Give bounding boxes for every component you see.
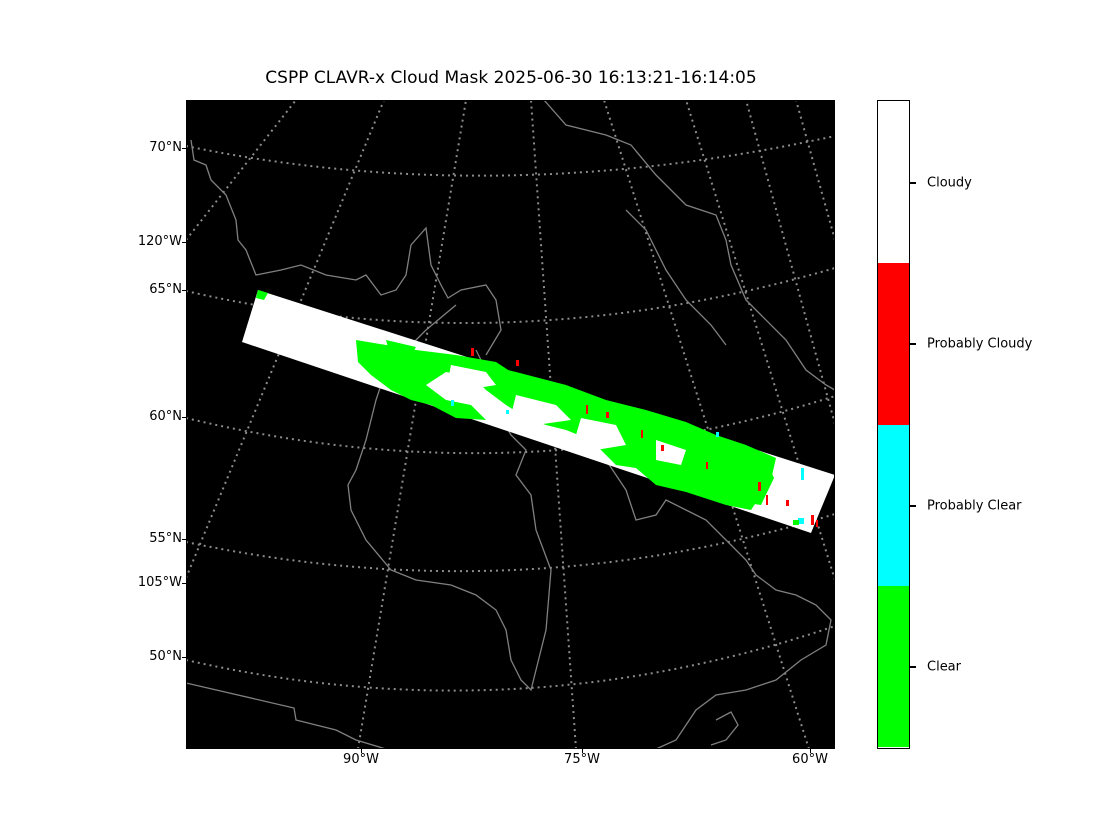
swath-clear-speck	[793, 520, 799, 525]
swath-clear-patch-c	[676, 435, 774, 505]
lat-tick	[182, 539, 186, 540]
swath-clear-patch-d	[386, 340, 416, 362]
lat-label-55: 55°N	[149, 531, 182, 546]
swath-probably-clear-flecks	[451, 400, 804, 524]
lon-tick	[182, 583, 186, 584]
colorbar-label-clear: Clear	[927, 659, 961, 675]
lat-label-70: 70°N	[149, 140, 182, 155]
swath-cloudy-island-b	[511, 395, 571, 425]
lon-tick	[182, 242, 186, 243]
gridline-lat-50	[186, 625, 835, 692]
lat-tick	[182, 148, 186, 149]
gridline-lon-h	[795, 100, 835, 241]
lon-label-90w: 90°W	[343, 752, 379, 767]
lon-tick	[582, 749, 583, 753]
colorbar-segment-probably-cloudy	[878, 263, 909, 425]
colorbar	[877, 100, 910, 749]
colorbar-tick	[910, 343, 916, 345]
lon-tick	[361, 749, 362, 753]
gridline-lon-g	[745, 100, 835, 425]
colorbar-label-probably-clear: Probably Clear	[927, 498, 1022, 514]
lat-label-65: 65°N	[149, 282, 182, 297]
colorbar-tick	[910, 182, 916, 184]
lat-tick	[182, 417, 186, 418]
map-panel	[186, 100, 835, 749]
coastlines	[186, 100, 835, 749]
map-canvas	[186, 100, 835, 749]
colorbar-segment-clear	[878, 586, 909, 747]
gridline-lat-55	[186, 513, 835, 573]
colorbar-segment-cloudy	[878, 101, 909, 263]
colorbar-label-probably-cloudy: Probably Cloudy	[927, 336, 1033, 352]
gridline-lon-a	[186, 100, 297, 241]
swath-clear-patch-e	[256, 290, 268, 300]
lon-label-60w: 60°W	[792, 752, 828, 767]
lon-label-120w: 120°W	[137, 234, 182, 249]
swath-cloudy-island-a	[448, 365, 496, 390]
lat-tick	[182, 290, 186, 291]
colorbar-tick	[910, 505, 916, 507]
gridline-lat-60	[186, 395, 835, 455]
colorbar-segment-probably-clear	[878, 425, 909, 586]
gridline-lat-70	[186, 135, 835, 177]
swath-probably-cloudy-flecks	[471, 348, 818, 527]
lon-label-75w: 75°W	[564, 752, 600, 767]
swath-clear-patch-a	[356, 340, 516, 420]
lat-label-50: 50°N	[149, 649, 182, 664]
cloud-mask-swath	[242, 290, 835, 533]
map-title: CSPP CLAVR-x Cloud Mask 2025-06-30 16:13…	[265, 68, 757, 88]
colorbar-tick	[910, 666, 916, 668]
lat-tick	[182, 657, 186, 658]
gridline-lon-c	[357, 100, 467, 749]
lat-label-60: 60°N	[149, 409, 182, 424]
colorbar-label-cloudy: Cloudy	[927, 175, 972, 191]
lon-label-105w: 105°W	[137, 575, 182, 590]
gridline-lat-65	[186, 267, 835, 325]
swath-cloudy-island-c	[576, 418, 626, 450]
lon-tick	[810, 749, 811, 753]
